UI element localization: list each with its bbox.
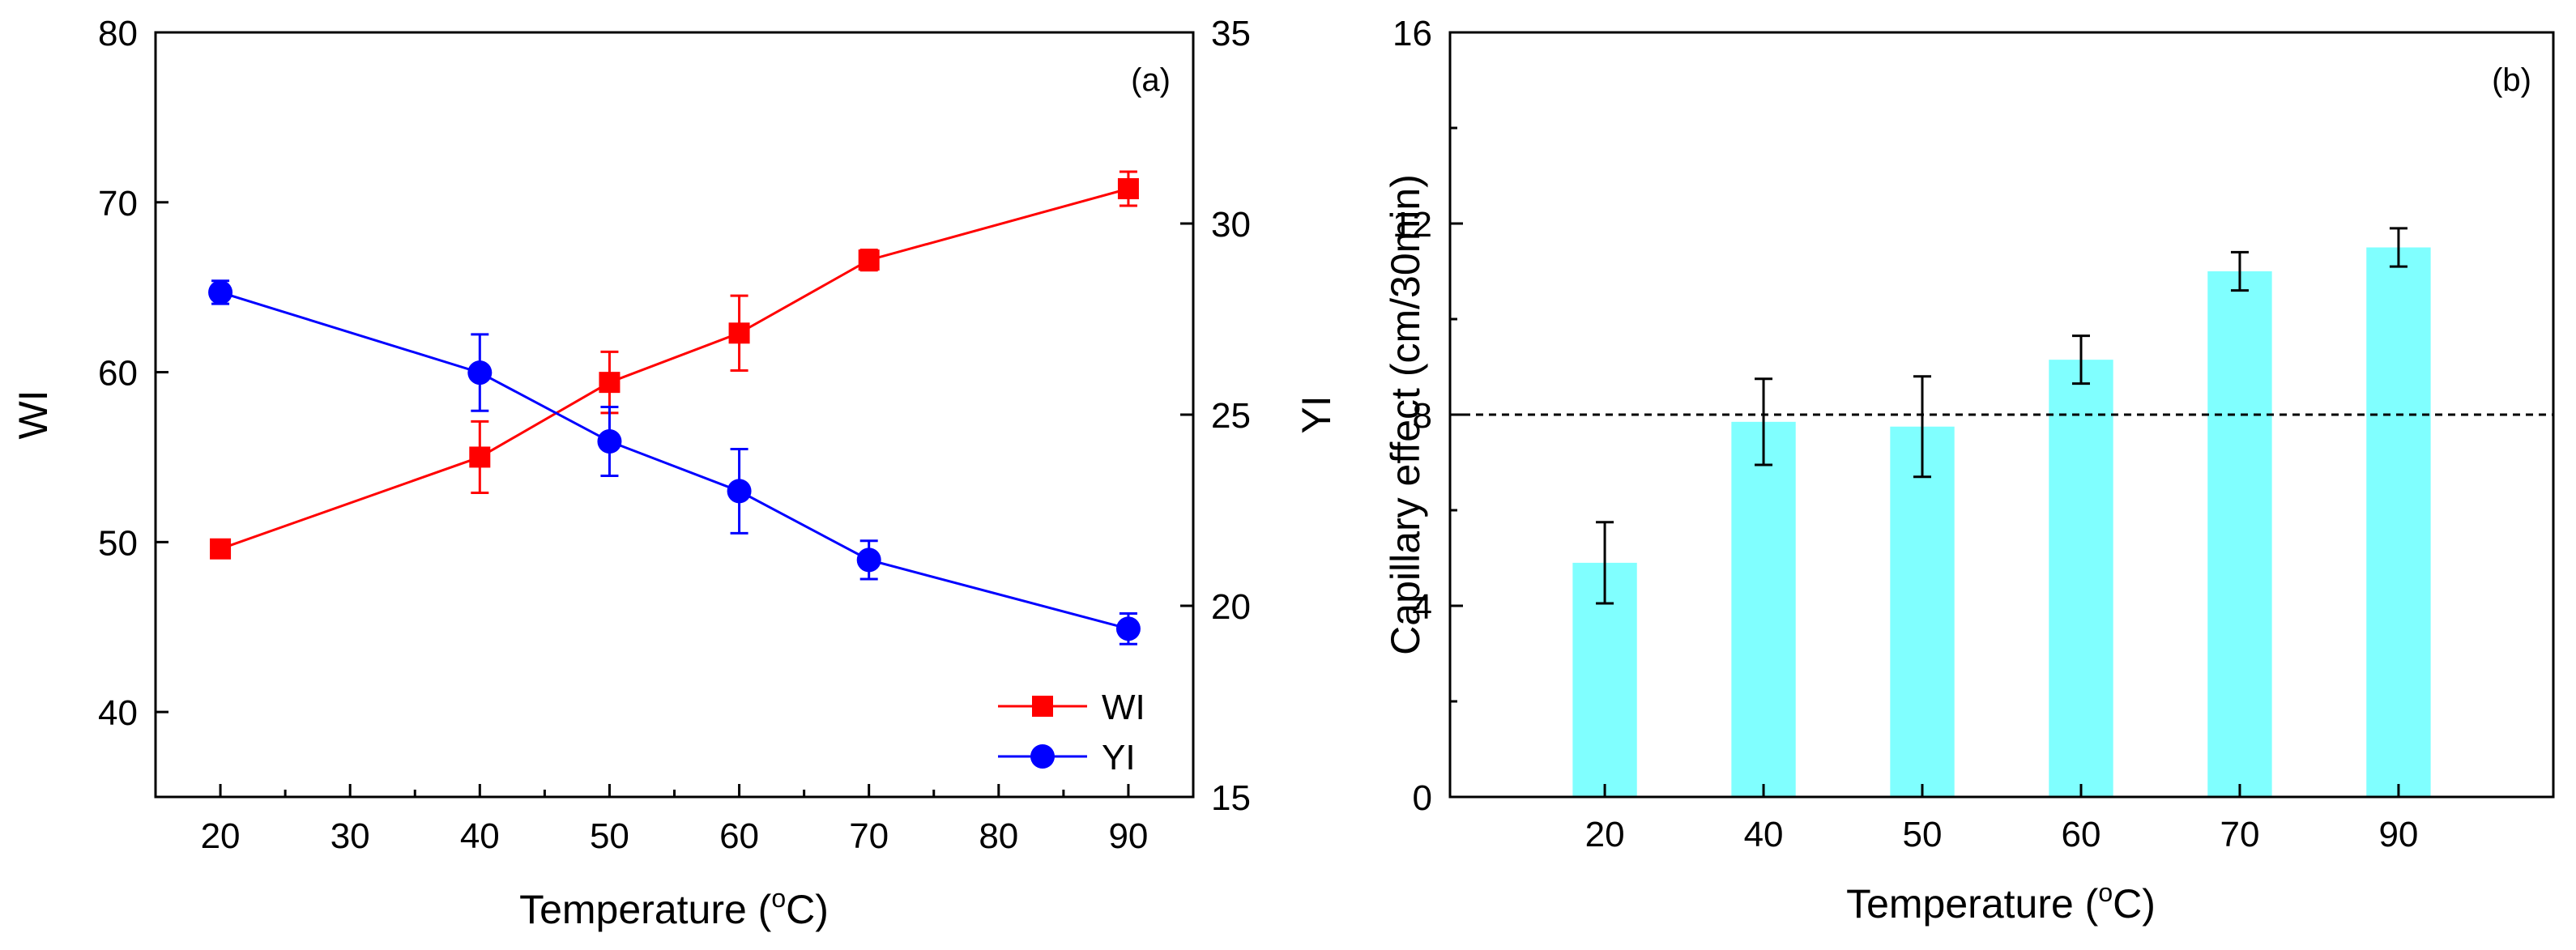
wi-point — [599, 372, 621, 394]
panel-a-x-title: Temperature (oC) — [519, 884, 829, 932]
right-y-tick-label: 20 — [1211, 587, 1251, 627]
panel-b-label: (b) — [2492, 62, 2531, 98]
yi-point — [597, 429, 622, 454]
bar — [2207, 271, 2272, 797]
y-tick-label: 8 — [1413, 396, 1432, 436]
x-tick-label: 90 — [1108, 816, 1148, 856]
x-tick-label: 90 — [2378, 815, 2418, 854]
panel-b-y-title: Capillary effect (cm/30min) — [1383, 174, 1428, 655]
panel-b-bar-chart: 20 40 50 60 70 90 0 4 8 12 16 (b) Capillary effec… — [1383, 14, 2555, 927]
wi-point — [728, 322, 750, 344]
panel-a-x-title-suffix: C) — [786, 887, 829, 932]
right-y-tick-label: 25 — [1211, 396, 1251, 436]
panel-a-frame — [154, 31, 1195, 799]
x-tick-label: 80 — [979, 816, 1018, 856]
wi-point — [210, 538, 232, 560]
panel-b-error-bars — [1596, 227, 2408, 605]
bar — [1731, 421, 1796, 797]
panel-b-x-title-prefix: Temperature ( — [1846, 881, 2099, 927]
legend-yi-marker — [1030, 744, 1055, 769]
left-y-tick-label: 50 — [98, 523, 138, 563]
legend-wi-label: WI — [1102, 688, 1145, 727]
panel-a-left-y-title: WI — [11, 390, 56, 439]
x-tick-label: 60 — [2062, 815, 2101, 854]
right-y-tick-label: 35 — [1211, 14, 1251, 53]
legend-yi-label: YI — [1102, 738, 1136, 777]
panel-a-x-title-prefix: Temperature ( — [519, 887, 772, 932]
right-y-tick-label: 30 — [1211, 205, 1251, 245]
panel-b-x-title-sup: o — [2098, 878, 2113, 907]
x-tick-label: 50 — [590, 816, 629, 856]
x-tick-label: 20 — [1585, 815, 1625, 854]
panel-a-left-y-ticks: 40 50 60 70 80 — [98, 14, 168, 733]
yi-point — [467, 360, 493, 386]
panel-a-legend: WI YI — [998, 688, 1145, 777]
x-tick-label: 30 — [331, 816, 370, 856]
panel-a-right-y-ticks: 15 20 25 30 35 — [1180, 14, 1251, 818]
panel-b-x-title-suffix: C) — [2113, 881, 2156, 927]
wi-series-line — [220, 187, 1129, 551]
y-tick-label: 12 — [1392, 205, 1432, 245]
x-tick-label: 50 — [1903, 815, 1943, 854]
bar — [2049, 360, 2113, 797]
right-y-tick-label: 15 — [1211, 778, 1251, 818]
bar — [2366, 247, 2431, 797]
panel-a-line-chart: 20 30 40 50 60 70 80 90 40 50 60 70 80 15 20 25 30 35 (… — [11, 14, 1339, 932]
panel-a-right-y-title: YI — [1294, 395, 1339, 433]
x-tick-label: 60 — [719, 816, 759, 856]
left-y-tick-label: 80 — [98, 14, 138, 53]
y-tick-label: 4 — [1413, 587, 1432, 627]
panel-b-bars — [1572, 247, 2431, 797]
left-y-tick-label: 40 — [98, 693, 138, 733]
x-tick-label: 70 — [2220, 815, 2259, 854]
x-tick-label: 70 — [849, 816, 889, 856]
panel-b-x-ticks: 20 40 50 60 70 90 — [1585, 784, 2418, 854]
wi-point — [858, 249, 880, 271]
legend-wi-marker — [1032, 696, 1053, 717]
left-y-tick-label: 70 — [98, 184, 138, 224]
bar — [1890, 426, 1955, 797]
x-tick-label: 40 — [1744, 815, 1784, 854]
panel-b-x-title: Temperature (oC) — [1846, 878, 2156, 927]
yi-point — [208, 279, 233, 305]
wi-point — [1117, 177, 1139, 199]
yi-point — [1115, 616, 1141, 641]
panel-a-x-ticks: 20 30 40 50 60 70 80 90 — [201, 784, 1148, 856]
wi-point — [469, 446, 491, 468]
yi-point — [727, 479, 752, 504]
y-tick-label: 16 — [1392, 14, 1432, 53]
x-tick-label: 40 — [460, 816, 500, 856]
y-tick-label: 0 — [1413, 778, 1432, 818]
panel-a-series — [208, 170, 1141, 645]
x-tick-label: 20 — [201, 816, 241, 856]
yi-point — [856, 547, 881, 573]
yi-series-line — [220, 291, 1129, 630]
panel-a-x-title-sup: o — [771, 884, 786, 913]
left-y-tick-label: 60 — [98, 354, 138, 394]
panel-a-label: (a) — [1131, 62, 1171, 98]
panel-b-y-ticks: 0 4 8 12 16 — [1392, 14, 1463, 818]
